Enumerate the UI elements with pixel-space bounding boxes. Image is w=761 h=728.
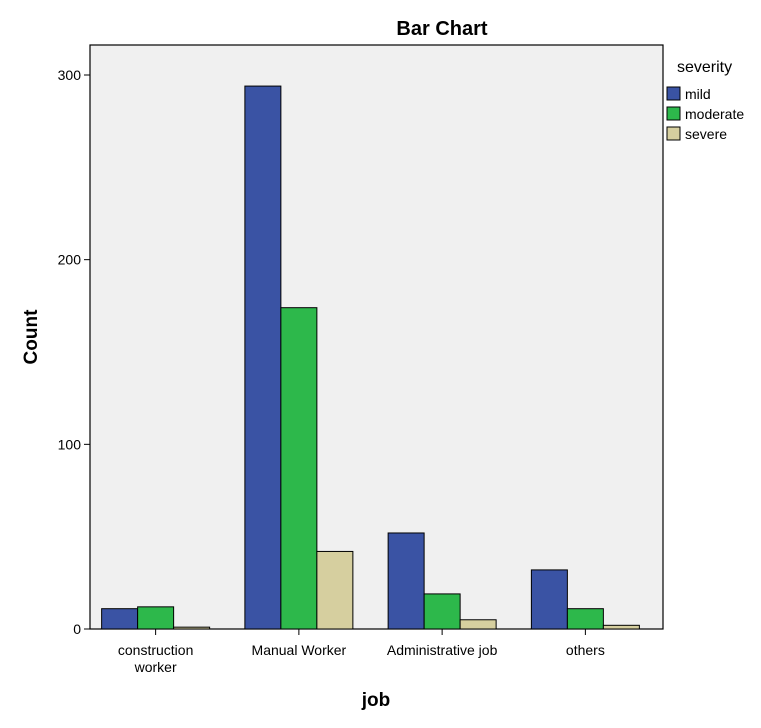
bar-mild [244,85,282,630]
bar-moderate [566,608,604,630]
x-tick-label: Administrative job [387,642,498,658]
bar-mild [530,569,568,630]
bar-severe [459,619,497,630]
bar-moderate [280,307,318,630]
chart-title: Bar Chart [396,18,487,40]
plot-area [89,44,664,630]
legend-swatch-mild [666,86,681,101]
bar-severe [173,626,211,630]
legend-label-severe: severe [685,126,727,142]
legend: severity mild moderate severe [666,59,744,142]
legend-swatch-moderate [666,106,681,121]
y-tick-label: 200 [58,252,82,268]
bar-mild [387,532,425,630]
bar-mild [101,608,139,630]
legend-label-mild: mild [685,86,711,102]
bars-group [101,85,640,630]
legend-swatch-severe [666,126,681,141]
x-tick-label: others [566,642,605,658]
legend-label-moderate: moderate [685,106,744,122]
y-tick-label: 0 [73,621,81,637]
y-tick-label: 100 [58,436,82,452]
bar-severe [602,624,640,630]
bar-moderate [137,606,175,630]
x-tick-label: construction [118,642,193,658]
x-axis-title: job [361,690,391,711]
legend-title: severity [677,59,732,76]
bar-severe [316,550,354,630]
x-tick-label: worker [134,659,177,675]
x-tick-label: Manual Worker [252,642,347,658]
y-axis: 0 100 200 300 [58,67,90,637]
y-axis-title: Count [21,309,42,365]
bar-moderate [423,593,461,630]
y-tick-label: 300 [58,67,82,83]
